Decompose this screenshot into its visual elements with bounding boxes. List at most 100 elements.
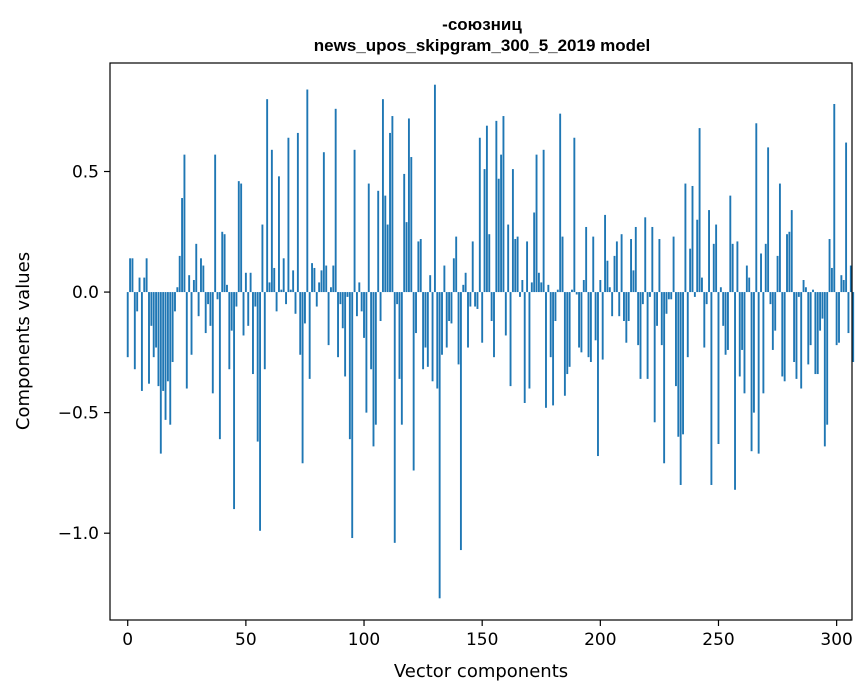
bar	[462, 284, 465, 293]
bar	[476, 292, 479, 309]
bar	[587, 292, 590, 358]
bar	[802, 280, 805, 293]
bar	[363, 292, 365, 338]
bar	[367, 183, 370, 293]
bar	[148, 292, 150, 384]
bar	[268, 282, 271, 293]
bar	[431, 292, 434, 382]
bar	[542, 149, 545, 293]
x-tick-label: 0	[122, 630, 133, 650]
bar	[223, 234, 226, 293]
bar	[353, 149, 356, 293]
bar	[651, 226, 654, 293]
bar	[285, 292, 287, 305]
bar	[540, 282, 543, 293]
bar	[377, 190, 380, 293]
bar	[627, 292, 630, 322]
bar	[464, 272, 467, 293]
bar	[656, 292, 658, 326]
bar	[571, 289, 573, 293]
bar	[842, 280, 845, 293]
bar	[641, 292, 644, 305]
bar	[433, 84, 436, 293]
bar	[273, 267, 276, 293]
bar	[578, 292, 581, 348]
bar	[786, 234, 788, 293]
bar	[252, 292, 254, 375]
bar	[318, 282, 321, 293]
bar	[450, 292, 453, 324]
bar	[405, 222, 408, 293]
bar	[185, 292, 188, 389]
bar	[176, 287, 179, 293]
bar	[734, 292, 736, 490]
bar	[615, 241, 618, 293]
bar	[140, 292, 143, 391]
bar	[275, 292, 278, 312]
bar	[585, 226, 588, 293]
bar	[613, 255, 616, 293]
bar	[330, 287, 332, 293]
bar	[247, 292, 250, 326]
bar	[559, 113, 562, 293]
bar	[769, 292, 772, 305]
bar	[344, 292, 347, 377]
bar	[150, 292, 153, 326]
bar	[778, 183, 781, 293]
bar	[230, 292, 233, 331]
bar	[637, 292, 640, 346]
bar	[379, 292, 382, 322]
bar	[218, 292, 221, 440]
chart-title: -союзниц	[442, 15, 522, 34]
bar	[152, 292, 155, 358]
bar	[760, 253, 762, 293]
bar	[675, 292, 677, 387]
bar	[639, 292, 642, 379]
bar	[708, 210, 710, 293]
bar	[684, 183, 687, 293]
bar	[701, 277, 703, 293]
bar	[552, 292, 555, 406]
bar	[207, 292, 210, 305]
bar	[308, 292, 311, 379]
bar	[296, 132, 299, 293]
bar	[502, 116, 505, 293]
bar	[467, 292, 469, 348]
bar	[381, 99, 384, 293]
bar	[597, 292, 599, 457]
bar	[138, 277, 141, 293]
bar	[341, 292, 344, 329]
bar	[332, 265, 335, 293]
bar	[244, 272, 247, 293]
bar	[511, 169, 514, 293]
bar	[306, 89, 309, 293]
bar	[826, 292, 829, 425]
bar	[355, 292, 358, 317]
bar	[620, 234, 623, 293]
bar	[849, 265, 852, 293]
bar	[783, 292, 786, 382]
bar	[745, 265, 748, 293]
bar	[209, 292, 212, 326]
bar	[292, 270, 295, 293]
x-tick-label: 50	[235, 630, 257, 650]
bar	[192, 280, 195, 293]
bar	[280, 289, 283, 293]
bar	[396, 292, 399, 305]
bar	[594, 292, 597, 341]
bar	[757, 292, 760, 454]
x-tick-label: 100	[348, 630, 380, 650]
bar	[256, 292, 259, 442]
bar	[226, 284, 228, 293]
bar	[157, 292, 160, 387]
bar	[301, 292, 304, 464]
bar	[698, 128, 701, 293]
bar	[389, 132, 391, 293]
bar	[526, 241, 529, 293]
bar	[242, 292, 245, 336]
bar	[589, 292, 592, 362]
bar	[237, 181, 240, 293]
bar	[547, 284, 550, 293]
bar	[658, 239, 661, 293]
bar	[521, 280, 524, 293]
